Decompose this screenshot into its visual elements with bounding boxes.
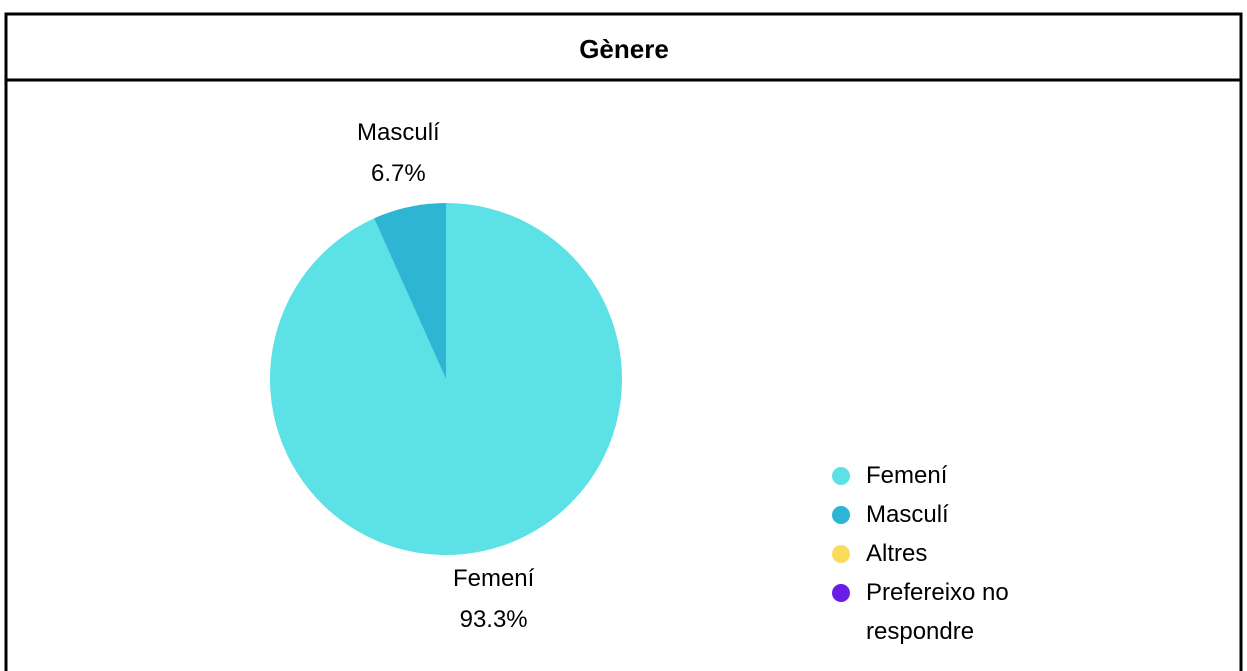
legend-swatch [832, 584, 850, 602]
legend-label: Prefereixo no respondre [866, 579, 1009, 645]
slice-value-label: 6.7% [371, 160, 426, 187]
slice-value-label: 93.3% [460, 606, 528, 633]
slice-name: Femení [453, 565, 535, 592]
legend-label: Femení [866, 462, 948, 489]
legend-item: Femení [830, 456, 1030, 495]
legend: Femení Masculí Altres Prefereixo no respond… [830, 456, 1030, 651]
pie-slice [269, 203, 622, 555]
legend-swatch [832, 467, 850, 485]
legend-swatch [832, 506, 850, 524]
legend-item: Masculí [830, 495, 1030, 534]
legend-swatch [832, 545, 850, 563]
legend-item: Altres [830, 534, 1030, 573]
legend-label: Altres [866, 540, 928, 567]
legend-label: Masculí [866, 501, 949, 528]
pie-slice [374, 203, 446, 379]
legend-item: Prefereixo no respondre [830, 573, 1030, 651]
frame [4, 12, 1243, 671]
chart-title: Gènere [579, 34, 669, 64]
slice-name: Masculí [357, 119, 440, 146]
